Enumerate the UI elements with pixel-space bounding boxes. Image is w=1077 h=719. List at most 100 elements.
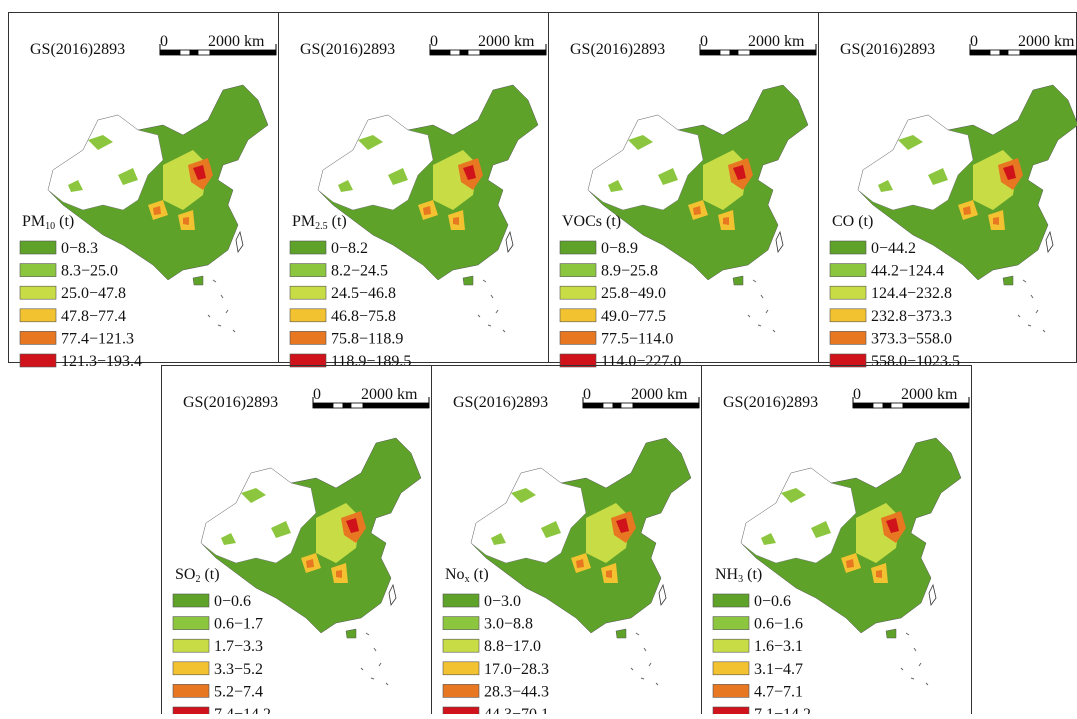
legend-title-main: NH bbox=[715, 566, 739, 583]
legend-swatch bbox=[713, 684, 749, 697]
scale-bar bbox=[460, 50, 468, 55]
scale-bar bbox=[738, 50, 750, 55]
scale-bar bbox=[430, 50, 450, 55]
figure: GS(2016)289302000 kmPM10 (t)0−8.38.3−25.… bbox=[0, 0, 1077, 714]
scale-end: 2000 km bbox=[901, 386, 958, 403]
legend-swatch bbox=[173, 639, 209, 652]
legend-title: NH3 (t) bbox=[715, 566, 762, 585]
legend-label: 118.9−189.5 bbox=[331, 353, 411, 370]
legend-label: 1.7−3.3 bbox=[214, 638, 263, 655]
scale-end: 2000 km bbox=[748, 33, 805, 50]
legend-label: 7.1−14.2 bbox=[754, 706, 811, 714]
legend-label: 0−8.2 bbox=[331, 240, 368, 257]
legend-title: VOCs (t) bbox=[562, 213, 621, 230]
legend-swatch bbox=[443, 662, 479, 675]
scale-bar bbox=[613, 403, 621, 408]
scale-bar bbox=[1000, 50, 1008, 55]
scale-bar bbox=[480, 50, 546, 55]
legend-title: CO (t) bbox=[832, 213, 873, 230]
legend-swatch bbox=[713, 662, 749, 675]
legend-label: 24.5−46.8 bbox=[331, 285, 396, 302]
legend-swatch bbox=[560, 264, 596, 277]
legend-title-sub: 10 bbox=[45, 221, 55, 232]
legend-title-unit: (t) bbox=[743, 566, 762, 583]
legend-swatch bbox=[443, 707, 479, 714]
legend-label: 0−0.6 bbox=[754, 593, 791, 610]
legend-label: 3.1−4.7 bbox=[754, 661, 803, 678]
legend-label: 0−8.9 bbox=[601, 240, 638, 257]
legend-label: 77.4−121.3 bbox=[61, 330, 134, 347]
legend-label: 0−3.0 bbox=[484, 593, 521, 610]
scale-bar bbox=[210, 50, 276, 55]
map-panel: GS(2016)2893 0 2000 km VOCs (t) 0−8.9 8.9−25.… bbox=[549, 13, 819, 371]
legend-swatch bbox=[20, 354, 56, 367]
legend-swatch bbox=[713, 617, 749, 630]
legend-label: 121.3−193.4 bbox=[61, 353, 142, 370]
scale-bar bbox=[750, 50, 816, 55]
legend-title-unit: (t) bbox=[470, 566, 489, 583]
scale-bar bbox=[1008, 50, 1020, 55]
scale-bar bbox=[903, 403, 969, 408]
legend-swatch bbox=[830, 286, 866, 299]
approval-number: GS(2016)2893 bbox=[30, 41, 125, 58]
approval-number: GS(2016)2893 bbox=[570, 41, 665, 58]
legend-swatch bbox=[290, 264, 326, 277]
legend-title-main: No bbox=[445, 566, 465, 583]
legend-swatch bbox=[290, 331, 326, 344]
legend-label: 17.0−28.3 bbox=[484, 661, 549, 678]
legend-swatch bbox=[20, 241, 56, 254]
legend-title-unit: (t) bbox=[200, 566, 219, 583]
legend-swatch bbox=[713, 594, 749, 607]
legend-label: 0.6−1.6 bbox=[754, 616, 803, 633]
legend-swatch bbox=[443, 617, 479, 630]
scale-start: 0 bbox=[700, 33, 708, 50]
scale-start: 0 bbox=[430, 33, 438, 50]
scale-end: 2000 km bbox=[478, 33, 535, 50]
scale-bar bbox=[891, 403, 903, 408]
scale-bar bbox=[720, 50, 730, 55]
scale-end: 2000 km bbox=[361, 386, 418, 403]
legend-title-main: CO (t) bbox=[832, 213, 873, 230]
scale-bar bbox=[621, 403, 633, 408]
legend-label: 7.4−14.2 bbox=[214, 706, 271, 714]
scale-bar bbox=[1020, 50, 1077, 55]
legend-label: 0−0.6 bbox=[214, 593, 251, 610]
legend-swatch bbox=[173, 684, 209, 697]
legend-title-unit: (t) bbox=[328, 213, 347, 230]
legend-label: 25.0−47.8 bbox=[61, 285, 126, 302]
legend-label: 77.5−114.0 bbox=[601, 330, 673, 347]
scale-bar bbox=[363, 403, 429, 408]
legend-swatch bbox=[713, 707, 749, 714]
scale-bar bbox=[873, 403, 883, 408]
legend-label: 1.6−3.1 bbox=[754, 638, 803, 655]
legend-swatch bbox=[443, 639, 479, 652]
approval-number: GS(2016)2893 bbox=[453, 394, 548, 411]
legend-label: 8.3−25.0 bbox=[61, 263, 118, 280]
legend-title-main: SO bbox=[175, 566, 195, 583]
scale-bar bbox=[313, 403, 333, 408]
legend-swatch bbox=[173, 707, 209, 714]
legend-label: 124.4−232.8 bbox=[871, 285, 952, 302]
approval-number: GS(2016)2893 bbox=[300, 41, 395, 58]
approval-number: GS(2016)2893 bbox=[723, 394, 818, 411]
scale-bar bbox=[853, 403, 873, 408]
legend-label: 0−8.3 bbox=[61, 240, 98, 257]
scale-bar bbox=[603, 403, 613, 408]
legend-title-sub: 2.5 bbox=[315, 221, 328, 232]
legend-swatch bbox=[560, 331, 596, 344]
legend-swatch bbox=[713, 639, 749, 652]
legend-label: 4.7−7.1 bbox=[754, 683, 803, 700]
legend-swatch bbox=[560, 241, 596, 254]
approval-number: GS(2016)2893 bbox=[840, 41, 935, 58]
legend-label: 8.9−25.8 bbox=[601, 263, 658, 280]
legend-swatch bbox=[830, 264, 866, 277]
scale-bar bbox=[351, 403, 363, 408]
scale-bar bbox=[583, 403, 603, 408]
legend-label: 47.8−77.4 bbox=[61, 308, 126, 325]
legend-label: 8.2−24.5 bbox=[331, 263, 388, 280]
legend-swatch bbox=[830, 241, 866, 254]
legend-swatch bbox=[290, 241, 326, 254]
